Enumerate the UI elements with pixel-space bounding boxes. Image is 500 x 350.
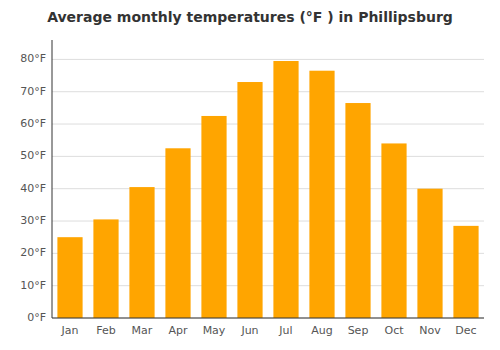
x-axis-line (52, 318, 484, 319)
y-tick-label: 20°F (20, 246, 46, 259)
grid-line (52, 91, 484, 92)
y-tick-label: 70°F (20, 85, 46, 98)
x-tick-label: Dec (455, 324, 476, 337)
bar (201, 116, 226, 318)
grid-line (52, 124, 484, 125)
bar (273, 61, 298, 318)
grid-line (52, 318, 484, 319)
bar (57, 237, 82, 318)
x-tick-label: Apr (168, 324, 188, 337)
bar (129, 187, 154, 318)
chart: Average monthly temperatures (°F ) in Ph… (0, 0, 500, 350)
bar (417, 189, 442, 318)
bar (93, 219, 118, 318)
x-tick-label: Aug (311, 324, 332, 337)
bar (309, 71, 334, 318)
grid-line (52, 156, 484, 157)
y-tick-label: 80°F (20, 52, 46, 65)
x-tick-label: Jun (240, 324, 258, 337)
x-tick-label: Mar (132, 324, 153, 337)
y-tick-label: 10°F (20, 279, 46, 292)
x-tick-label: Sep (348, 324, 369, 337)
grid-line (52, 59, 484, 60)
bar (345, 103, 370, 318)
y-tick-label: 60°F (20, 117, 46, 130)
title: Average monthly temperatures (°F ) in Ph… (47, 9, 453, 25)
x-tick-label: Feb (96, 324, 115, 337)
bar (165, 148, 190, 318)
y-tick-label: 30°F (20, 214, 46, 227)
bars (57, 61, 478, 318)
y-axis-line (52, 40, 53, 318)
bar (381, 143, 406, 318)
y-tick-label: 0°F (27, 311, 46, 324)
bar (453, 226, 478, 318)
x-tick-label: Oct (384, 324, 404, 337)
grid (52, 59, 484, 318)
bar (237, 82, 262, 318)
y-tick-label: 50°F (20, 149, 46, 162)
x-tick-label: Nov (419, 324, 441, 337)
y-tick-label: 40°F (20, 182, 46, 195)
chart-container: Average monthly temperatures (°F ) in Ph… (0, 0, 500, 350)
x-tick-label: Jul (278, 324, 292, 337)
x-tick-label: May (203, 324, 226, 337)
x-tick-label: Jan (61, 324, 79, 337)
